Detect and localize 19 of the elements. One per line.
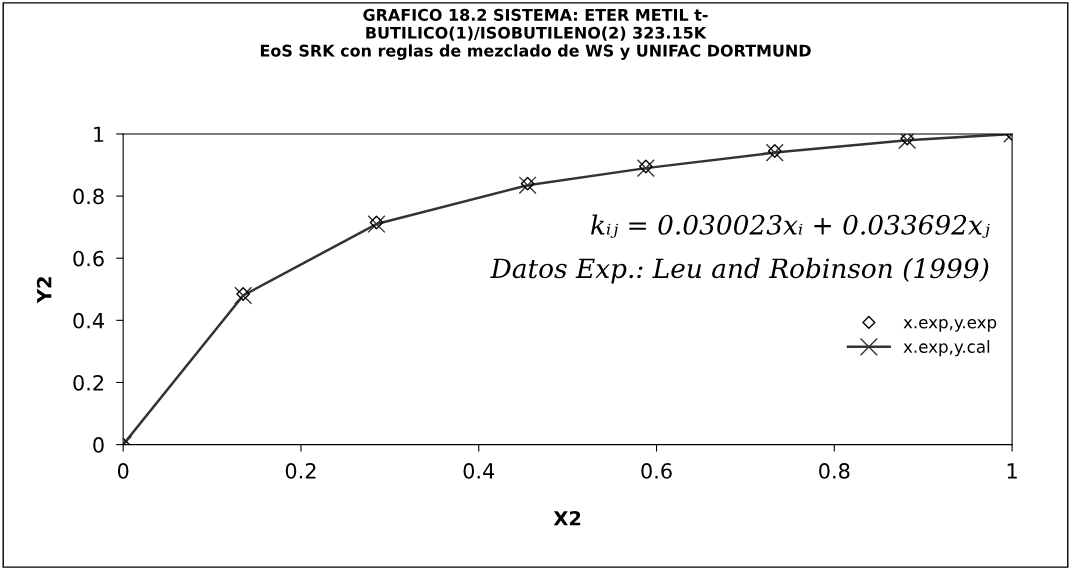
y-axis-title: Y2 [36, 277, 52, 304]
x-tick-label: 0.2 [285, 463, 316, 479]
x-axis-title: X2 [553, 510, 581, 526]
annotation: kᵢⱼ = 0.030023xᵢ + 0.033692xⱼ [591, 214, 990, 238]
x-tick-label: 0.8 [819, 463, 850, 479]
x-tick-label: 1 [1007, 463, 1017, 479]
x-tick-label: 0 [117, 463, 129, 479]
y-tick-label: 0.4 [73, 312, 104, 329]
y-tick-label: 0.2 [73, 374, 104, 391]
y-tick-label: 0 [93, 437, 104, 453]
y-tick-label: 1 [94, 126, 104, 142]
x-tick-label: 0.6 [641, 463, 672, 479]
y-tick-label: 0.8 [73, 188, 104, 205]
legend-label: x.exp,y.exp [903, 318, 997, 332]
chart-title: GRAFICO 18.2 SISTEMA: ETER METIL t- BUTILICO(1)/ISOBUTILENO(2) 323.15K EoS SRK con reglas de mezclado de WS y UNIFAC DORTMUND [260, 8, 811, 60]
y-tick-label: 0.6 [73, 250, 104, 267]
annotation: Datos Exp.: Leu and Robinson (1999) [490, 257, 989, 284]
x-tick-label: 0.4 [463, 463, 495, 479]
legend-label: x.exp,y.cal [903, 340, 990, 357]
